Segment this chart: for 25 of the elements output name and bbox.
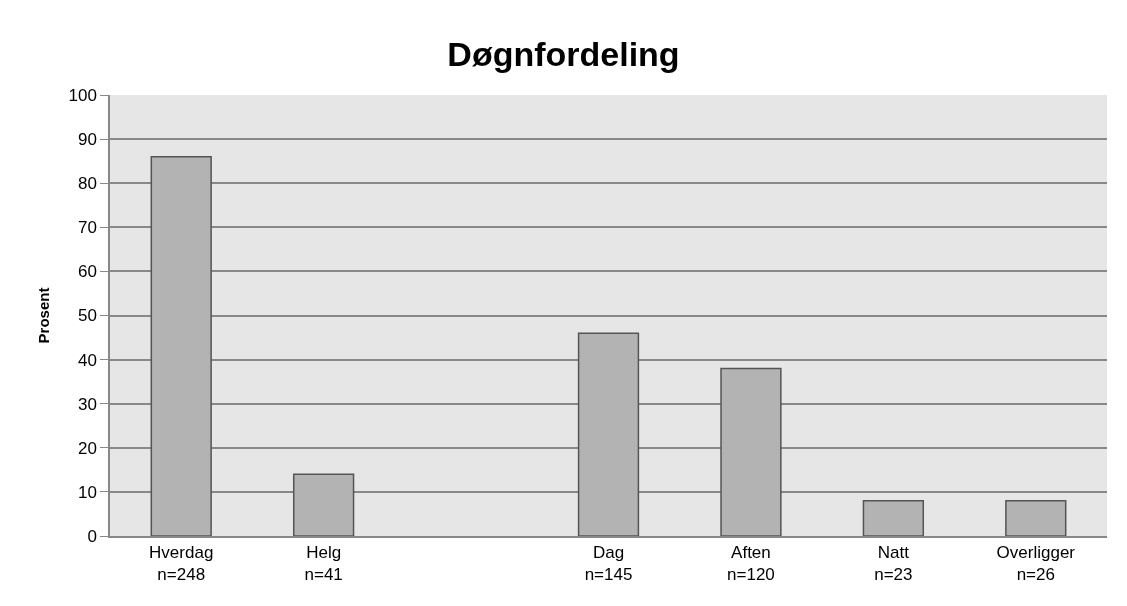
bar <box>720 367 782 536</box>
bar <box>862 499 925 536</box>
bar <box>1005 499 1067 536</box>
y-tick-label: 50 <box>77 306 97 326</box>
y-tick-label: 100 <box>68 85 97 105</box>
y-axis-title: Prosent <box>35 287 53 344</box>
y-tick-label: 60 <box>77 262 97 282</box>
x-tick-label: Hverdag n=248 <box>149 543 214 585</box>
y-tick-label: 40 <box>77 350 97 370</box>
y-tick-label: 80 <box>77 174 97 194</box>
y-tick-label: 30 <box>77 394 97 414</box>
y-tick-label: 90 <box>77 130 97 150</box>
x-tick-label: Aften n=120 <box>727 543 775 585</box>
x-tick-label: Overligger n=26 <box>996 543 1076 585</box>
bar <box>577 332 640 536</box>
y-tick-label: 0 <box>87 526 97 546</box>
bar <box>150 155 212 536</box>
x-tick-label: Dag n=145 <box>584 543 633 585</box>
bar <box>292 473 355 536</box>
chart-title: Døgnfordeling <box>447 35 680 74</box>
y-tick-label: 70 <box>77 218 97 238</box>
x-tick-label: Helg n=41 <box>304 543 343 585</box>
x-tick-label: Natt n=23 <box>874 543 913 585</box>
y-tick-label: 10 <box>77 482 97 502</box>
y-tick-label: 20 <box>77 438 97 458</box>
